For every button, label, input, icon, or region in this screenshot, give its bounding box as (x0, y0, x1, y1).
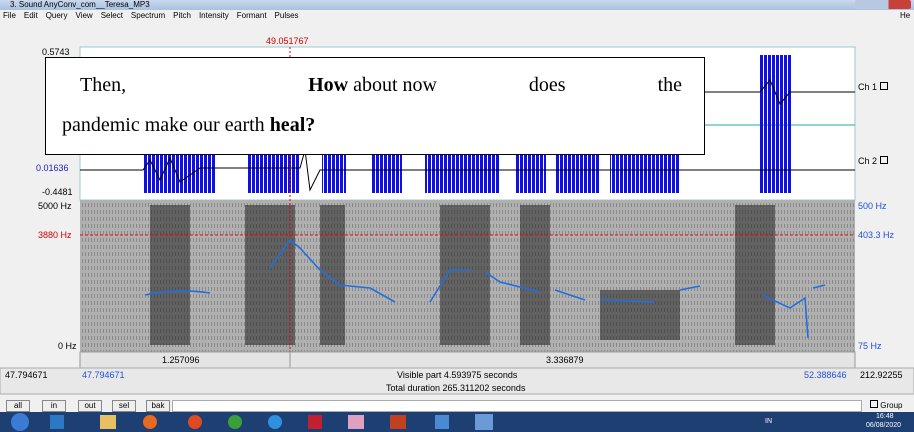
visible-start: 47.794671 (82, 370, 125, 380)
freq-bottom: 0 Hz (58, 341, 77, 351)
window-start: 47.794671 (5, 370, 48, 380)
button-sel[interactable]: sel (112, 400, 136, 412)
annotation-text: pandemic make our earth (62, 114, 265, 136)
button-bak[interactable]: bak (146, 400, 170, 412)
clock-date[interactable]: 06/08/2020 (866, 422, 901, 429)
annotation-line-1: Then, How about now does the (62, 74, 682, 97)
channel-2[interactable]: Ch 2 (858, 156, 888, 166)
annotation-word: How (308, 74, 348, 96)
left-part: 1.257096 (162, 355, 200, 365)
taskbar (0, 412, 914, 432)
amplitude-max: 0.5743 (42, 47, 70, 57)
channel-label: Ch 1 (858, 82, 877, 92)
freq-top: 5000 Hz (38, 201, 72, 211)
freq-cursor: 3880 Hz (38, 230, 72, 240)
annotation-box (45, 57, 705, 155)
annotation-word: about now (353, 74, 437, 96)
pitch-cursor: 403.3 Hz (858, 230, 894, 240)
pitch-bottom: 75 Hz (858, 341, 882, 351)
annotation-word: does (529, 74, 566, 97)
amplitude-mid: 0.01636 (36, 163, 69, 173)
button-all[interactable]: all (6, 400, 30, 412)
annotation-bold: heal? (270, 114, 316, 136)
visible-end: 52.388646 (804, 370, 847, 380)
right-part: 3.336879 (546, 355, 584, 365)
channel-label: Ch 2 (858, 156, 877, 166)
total-duration: Total duration 265.311202 seconds (386, 383, 525, 393)
annotation-line-2: pandemic make our earth heal? (62, 114, 315, 137)
annotation-word: How about now (308, 74, 437, 97)
annotation-word: Then, (80, 74, 126, 97)
pitch-top: 500 Hz (858, 201, 887, 211)
button-out[interactable]: out (78, 400, 102, 412)
channel-1[interactable]: Ch 1 (858, 82, 888, 92)
input-language[interactable]: IN (765, 418, 772, 425)
button-in[interactable]: in (42, 400, 66, 412)
annotation-word: the (658, 74, 682, 97)
amplitude-min: -0.4481 (42, 187, 73, 197)
group-label: Group (880, 401, 902, 410)
clock-time[interactable]: 16:48 (876, 413, 894, 420)
visible-part: Visible part 4.593975 seconds (397, 370, 517, 380)
group-toggle[interactable]: Group (870, 400, 902, 410)
window-end: 212.92255 (860, 370, 903, 380)
praat-window: {"window":{"title":"3. Sound AnyConv_com… (0, 0, 914, 432)
scrollbar[interactable] (172, 400, 862, 412)
start-button[interactable] (11, 413, 29, 431)
